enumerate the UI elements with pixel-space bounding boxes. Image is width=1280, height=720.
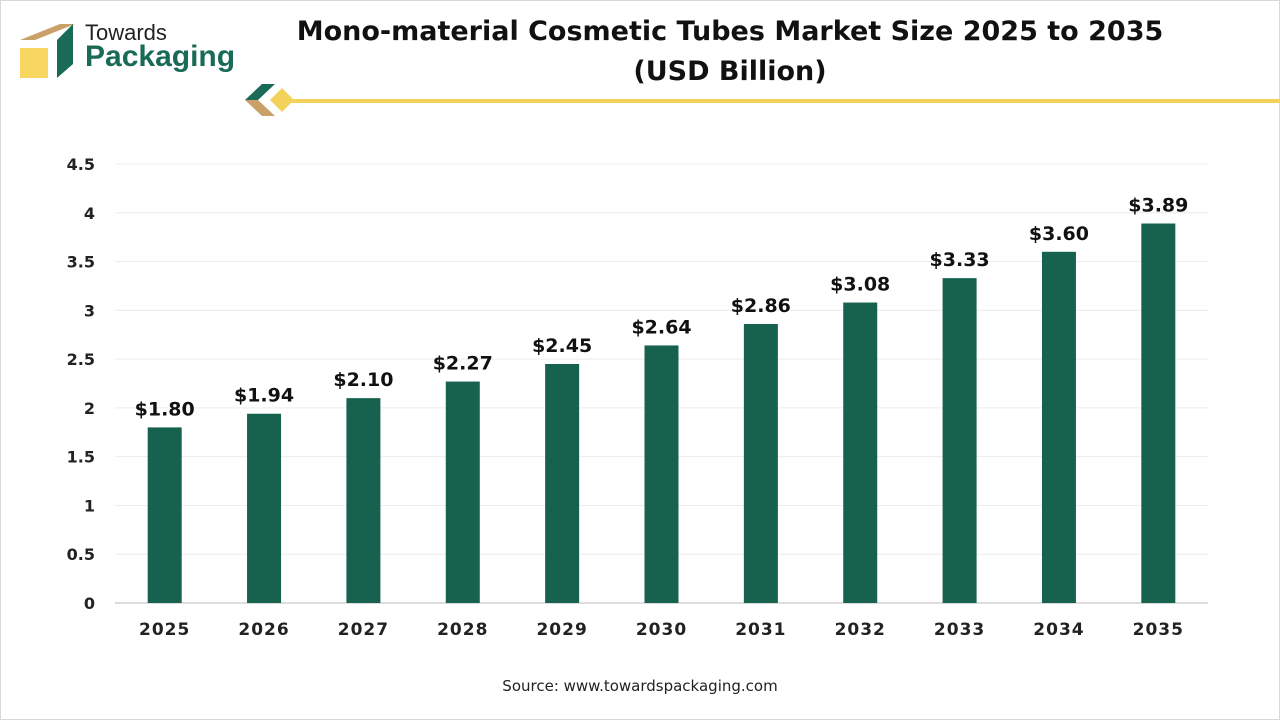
y-tick-label: 1.5 [67, 448, 95, 467]
data-label: $1.94 [234, 385, 294, 407]
x-tick-label: 2032 [835, 620, 886, 640]
bar [445, 381, 480, 603]
chart-title: Mono-material Cosmetic Tubes Market Size… [296, 16, 1164, 87]
x-tick-label: 2034 [1033, 620, 1084, 640]
y-tick-label: 2.5 [67, 350, 95, 369]
x-tick-label: 2027 [338, 620, 389, 640]
x-tick-label: 2025 [139, 620, 190, 640]
data-label: $2.45 [532, 335, 592, 357]
bar [942, 278, 977, 603]
bar [545, 363, 580, 603]
y-tick-label: 0 [84, 594, 95, 613]
data-label: $2.10 [333, 369, 393, 391]
data-label: $1.80 [135, 398, 195, 420]
y-tick-label: 4.5 [67, 155, 95, 174]
data-label: $3.33 [930, 249, 990, 271]
divider-icon [245, 84, 1280, 116]
x-tick-label: 2035 [1133, 620, 1184, 640]
y-tick-label: 1 [84, 496, 95, 515]
chart: 0 0.5 1 1.5 2 2.5 3 3.5 4 4.5 $1.80 2025 $1.94 2026 $2… [67, 155, 1208, 640]
bar [843, 302, 878, 603]
data-label: $3.60 [1029, 223, 1089, 245]
bar [1141, 223, 1176, 603]
logo-icon [20, 24, 75, 78]
y-tick-label: 4 [84, 204, 95, 223]
y-tick-label: 2 [84, 399, 95, 418]
bar [247, 413, 282, 603]
y-tick-label: 3.5 [67, 253, 95, 272]
x-tick-label: 2028 [437, 620, 488, 640]
x-tick-label: 2031 [735, 620, 786, 640]
data-label: $2.27 [433, 353, 493, 375]
data-label: $3.08 [830, 274, 890, 296]
x-tick-label: 2030 [636, 620, 687, 640]
data-label: $3.89 [1128, 195, 1188, 217]
source-text: Source: www.towardspackaging.com [502, 677, 778, 695]
logo-text-line2: Packaging [85, 40, 236, 73]
y-tick-label: 3 [84, 301, 95, 320]
logo-text-line1: Towards [85, 20, 167, 45]
bar [1041, 251, 1076, 604]
bar [743, 323, 778, 603]
y-tick-label: 0.5 [67, 545, 95, 564]
bar [147, 427, 182, 603]
bar [644, 345, 679, 603]
data-label: $2.64 [631, 316, 691, 338]
data-label: $2.86 [731, 295, 791, 317]
x-tick-label: 2029 [536, 620, 587, 640]
x-tick-label: 2026 [238, 620, 289, 640]
x-tick-label: 2033 [934, 620, 985, 640]
bar [346, 398, 381, 603]
